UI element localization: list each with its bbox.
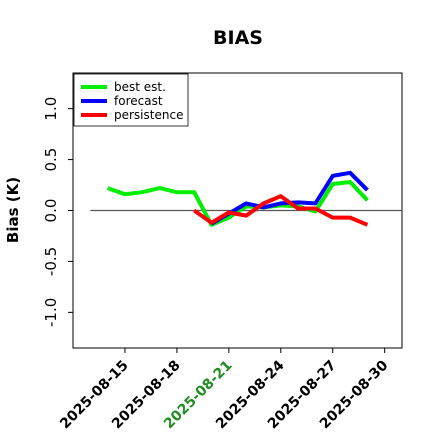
legend-label-persistence: persistence [114,108,183,122]
legend-label-best-est: best est. [114,80,166,94]
chart-title: BIAS [213,27,263,49]
y-axis-label: Bias (K) [4,177,22,243]
series-line-persistence [193,194,369,227]
y-tick-label: -1.0 [42,298,60,327]
series-line-best-est [106,180,369,227]
y-tick-label: 0.0 [42,199,60,223]
y-tick-label: 1.0 [42,97,60,121]
series-layer [106,170,369,227]
legend-label-forecast: forecast [114,94,163,108]
y-axis: -1.0 -0.5 0.0 0.5 1.0 [42,97,73,327]
y-tick-label: -0.5 [42,247,60,276]
y-tick-label: 0.5 [42,148,60,172]
x-axis: 2025-08-152025-08-182025-08-212025-08-24… [57,348,392,432]
